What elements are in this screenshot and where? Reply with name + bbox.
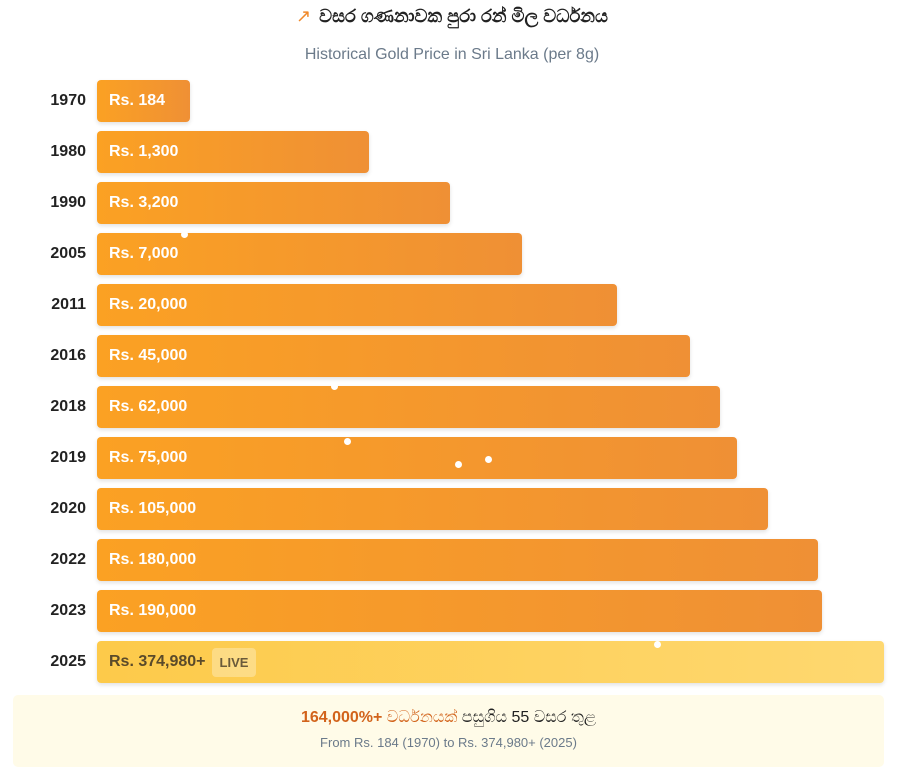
- year-label: 2020: [50, 500, 86, 517]
- sparkle: [344, 438, 351, 445]
- growth-word: වර්ධනයක්: [386, 709, 458, 726]
- summary-line: 164,000%+ වර්ධනයක් පසුගිය 55 වසර තුළ: [13, 709, 884, 727]
- year-label: 2019: [50, 449, 86, 466]
- sparkle: [654, 641, 661, 648]
- bar: Rs. 184: [97, 80, 190, 122]
- chart-subtitle: Historical Gold Price in Sri Lanka (per …: [304, 46, 600, 63]
- growth-percent: 164,000%+: [300, 709, 383, 726]
- year-label: 2023: [50, 602, 86, 619]
- bar: Rs. 62,000: [97, 386, 721, 428]
- bar-value-label: Rs. 20,000: [109, 296, 188, 313]
- year-label: 2011: [51, 296, 86, 313]
- year-label: 1990: [50, 194, 86, 211]
- bar-row: 2018 Rs. 62,000: [0, 386, 904, 428]
- bar: Rs. 7,000: [97, 233, 522, 275]
- sparkle: [331, 383, 338, 390]
- bar-row: 2020 Rs. 105,000: [0, 488, 904, 530]
- trending-up-icon: ↗: [296, 6, 312, 26]
- year-label: 2005: [50, 245, 86, 262]
- bar-row: 1990 Rs. 3,200: [0, 182, 904, 224]
- year-label: 2025: [50, 653, 86, 670]
- live-badge: LIVE: [211, 647, 257, 677]
- bar-value-label: Rs. 190,000: [109, 602, 197, 619]
- bar: Rs. 45,000: [97, 335, 690, 377]
- bar-value-label: Rs. 45,000: [109, 347, 188, 364]
- bar-row: 2022 Rs. 180,000: [0, 539, 904, 581]
- sparkle: [485, 456, 492, 463]
- chart-title: ↗ වසර ගණනාවක පුරා රන් මිල වර්ධනය: [0, 6, 904, 27]
- bar-row: 1980 Rs. 1,300: [0, 131, 904, 173]
- bar-value-label: Rs. 374,980+: [109, 653, 206, 670]
- bar-row: 2025 Rs. 374,980+ LIVE: [0, 641, 904, 683]
- bar-value-label: Rs. 105,000: [109, 500, 197, 517]
- bar: Rs. 20,000: [97, 284, 618, 326]
- bar: Rs. 75,000: [97, 437, 737, 479]
- year-label: 2022: [50, 551, 86, 568]
- bar-value-label: Rs. 3,200: [109, 194, 179, 211]
- summary-box: 164,000%+ වර්ධනයක් පසුගිය 55 වසර තුළ Fro…: [13, 695, 884, 767]
- year-label: 1970: [50, 92, 86, 109]
- bar-value-label: Rs. 180,000: [109, 551, 197, 568]
- bar: Rs. 3,200: [97, 182, 451, 224]
- bar-value-label: Rs. 62,000: [109, 398, 188, 415]
- bar-row: 2016 Rs. 45,000: [0, 335, 904, 377]
- bar-row: 2005 Rs. 7,000: [0, 233, 904, 275]
- bar-row: 2011 Rs. 20,000: [0, 284, 904, 326]
- bar: Rs. 105,000: [97, 488, 769, 530]
- bar-row: 2023 Rs. 190,000: [0, 590, 904, 632]
- summary-detail: From Rs. 184 (1970) to Rs. 374,980+ (202…: [320, 735, 577, 750]
- bar: Rs. 1,300: [97, 131, 370, 173]
- year-label: 2018: [50, 398, 86, 415]
- year-label: 2016: [50, 347, 86, 364]
- year-label: 1980: [50, 143, 86, 160]
- bar-value-label: Rs. 75,000: [109, 449, 188, 466]
- sparkle: [181, 231, 188, 238]
- bar: Rs. 190,000: [97, 590, 822, 632]
- bar-value-label: Rs. 184: [109, 92, 166, 109]
- bar-value-label: Rs. 1,300: [109, 143, 179, 160]
- bar: Rs. 374,980+ LIVE: [97, 641, 884, 683]
- bar-row: 2019 Rs. 75,000: [0, 437, 904, 479]
- bar: Rs. 180,000: [97, 539, 818, 581]
- sparkle: [455, 461, 462, 468]
- summary-rest: පසුගිය 55 වසර තුළ: [461, 709, 597, 726]
- title-text: වසර ගණනාවක පුරා රන් මිල වර්ධනය: [319, 6, 608, 26]
- bar-value-label: Rs. 7,000: [109, 245, 179, 262]
- bar-row: 1970 Rs. 184: [0, 80, 904, 122]
